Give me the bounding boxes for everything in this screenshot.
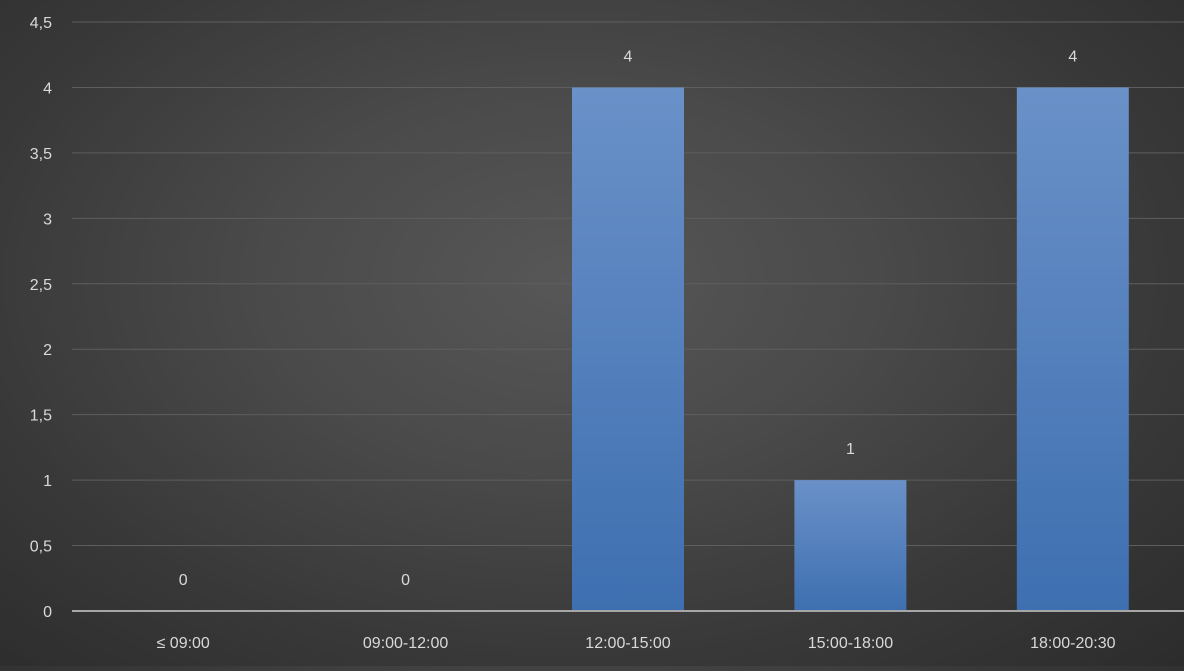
y-tick-label: 1	[43, 473, 52, 490]
x-tick-label: 15:00-18:00	[808, 635, 894, 652]
bar	[572, 87, 684, 611]
data-label: 4	[1068, 48, 1077, 65]
x-tick-label: 18:00-20:30	[1030, 635, 1116, 652]
y-tick-label: 3,5	[30, 146, 52, 163]
y-tick-label: 3	[43, 211, 52, 228]
bars	[572, 87, 1129, 611]
y-tick-label: 0,5	[30, 539, 52, 556]
x-tick-label: ≤ 09:00	[157, 635, 210, 652]
x-tick-label: 12:00-15:00	[585, 635, 671, 652]
bar	[794, 480, 907, 611]
data-label: 1	[846, 441, 855, 458]
x-axis-tick-labels: ≤ 09:00 09:00-12:00 12:00-15:00 15:00-18:00…	[157, 635, 1116, 652]
data-labels: 0 0 4 1 4	[179, 48, 1078, 589]
x-tick-label: 09:00-12:00	[363, 635, 449, 652]
bar	[1016, 87, 1129, 611]
y-axis-tick-labels: 0 0,5 1 1,5 2 2,5 3 3,5 4 4,5	[30, 15, 52, 621]
data-label: 0	[179, 572, 188, 589]
y-tick-label: 1,5	[30, 408, 52, 425]
data-label: 0	[401, 572, 410, 589]
y-tick-label: 4	[43, 80, 52, 97]
data-label: 4	[624, 48, 633, 65]
y-tick-label: 2,5	[30, 277, 52, 294]
y-tick-label: 0	[43, 604, 52, 621]
y-tick-label: 4,5	[30, 15, 52, 32]
y-tick-label: 2	[43, 342, 52, 359]
